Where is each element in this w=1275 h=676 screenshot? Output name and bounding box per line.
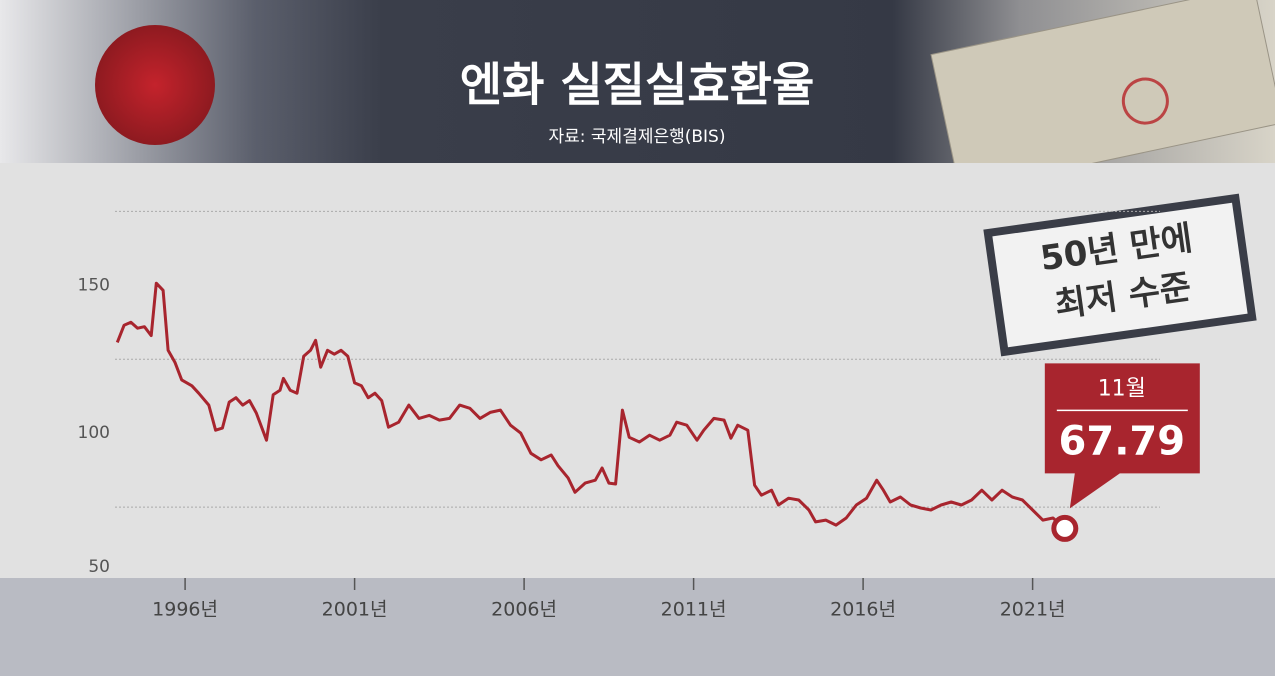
x-tick-label: 1996년 (152, 599, 218, 621)
line (115, 281, 1066, 530)
chart-title: 엔화 실질실효환율 (460, 58, 815, 112)
badge-box (983, 193, 1257, 357)
badge: 50년 만에 최저 수준 (983, 193, 1257, 357)
x-tick-label: 2011년 (661, 599, 727, 621)
callout-label: 11월 (1098, 376, 1146, 401)
end-marker (1051, 514, 1079, 542)
chart-subtitle: 자료: 국제결제은행(BIS) (549, 127, 726, 147)
x-tick-label: 2001년 (322, 599, 388, 621)
banknote (930, 0, 1275, 193)
axis-band (0, 578, 1275, 676)
x-tick-label: 2021년 (1000, 599, 1066, 621)
callout-box (1044, 363, 1200, 509)
x-tick-label: 2006년 (491, 599, 557, 621)
value-label: 67.79 (1059, 418, 1186, 464)
flag-circle (95, 25, 215, 145)
y-tick-label: 150 (78, 275, 110, 295)
y-tick-label: 50 (88, 557, 110, 577)
y-tick-label: 100 (78, 423, 110, 443)
x-tick-label: 2016년 (830, 599, 896, 621)
